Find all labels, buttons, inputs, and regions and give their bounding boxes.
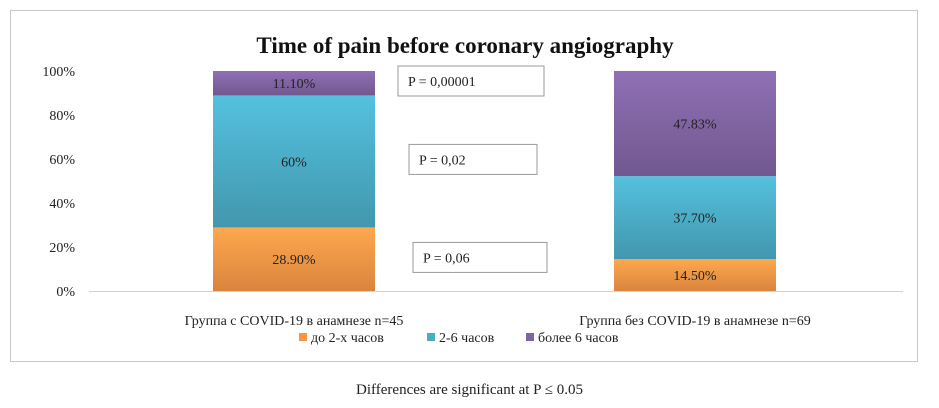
legend-swatch (526, 333, 534, 341)
legend-label: до 2-х часов (311, 331, 384, 346)
p-value-box (412, 241, 548, 273)
footnote: Differences are significant at P ≤ 0.05 (356, 382, 583, 398)
x-tick-label: Группа с COVID-19 в анамнезе n=45 (185, 314, 404, 329)
bar-segment (614, 70, 776, 177)
p-value-label: P = 0,00001 (408, 75, 476, 90)
chart-title: Time of pain before coronary angiography (256, 33, 674, 58)
bar-segment (213, 71, 375, 96)
legend-label: 2-6 часов (439, 331, 495, 346)
y-tick-label: 80% (49, 109, 75, 124)
bar-segment (213, 95, 375, 228)
data-label: 28.90% (272, 253, 316, 268)
legend-swatch (427, 333, 435, 341)
bar-segment (614, 176, 776, 260)
bar-segment (213, 227, 375, 291)
bar-segment (614, 259, 776, 291)
data-label: 60% (281, 155, 307, 170)
legend-swatch (299, 333, 307, 341)
y-tick-label: 60% (49, 153, 75, 168)
p-value-label: P = 0,02 (419, 153, 466, 168)
x-tick-label: Группа без COVID-19 в анамнезе n=69 (579, 314, 810, 329)
y-tick-label: 100% (42, 65, 75, 80)
y-tick-label: 40% (49, 197, 75, 212)
chart-frame: Time of pain before coronary angiography… (10, 10, 918, 362)
y-tick-label: 20% (49, 241, 75, 256)
data-label: 47.83% (673, 118, 717, 133)
p-value-box (397, 65, 545, 97)
stacked-bar-chart: Time of pain before coronary angiography… (42, 33, 903, 346)
p-value-label: P = 0,06 (423, 251, 470, 266)
p-value-box (408, 143, 538, 175)
y-tick-label: 0% (56, 285, 75, 300)
legend-label: более 6 часов (538, 331, 619, 346)
data-label: 11.10% (273, 77, 316, 92)
data-label: 37.70% (673, 212, 717, 227)
data-label: 14.50% (673, 269, 717, 284)
